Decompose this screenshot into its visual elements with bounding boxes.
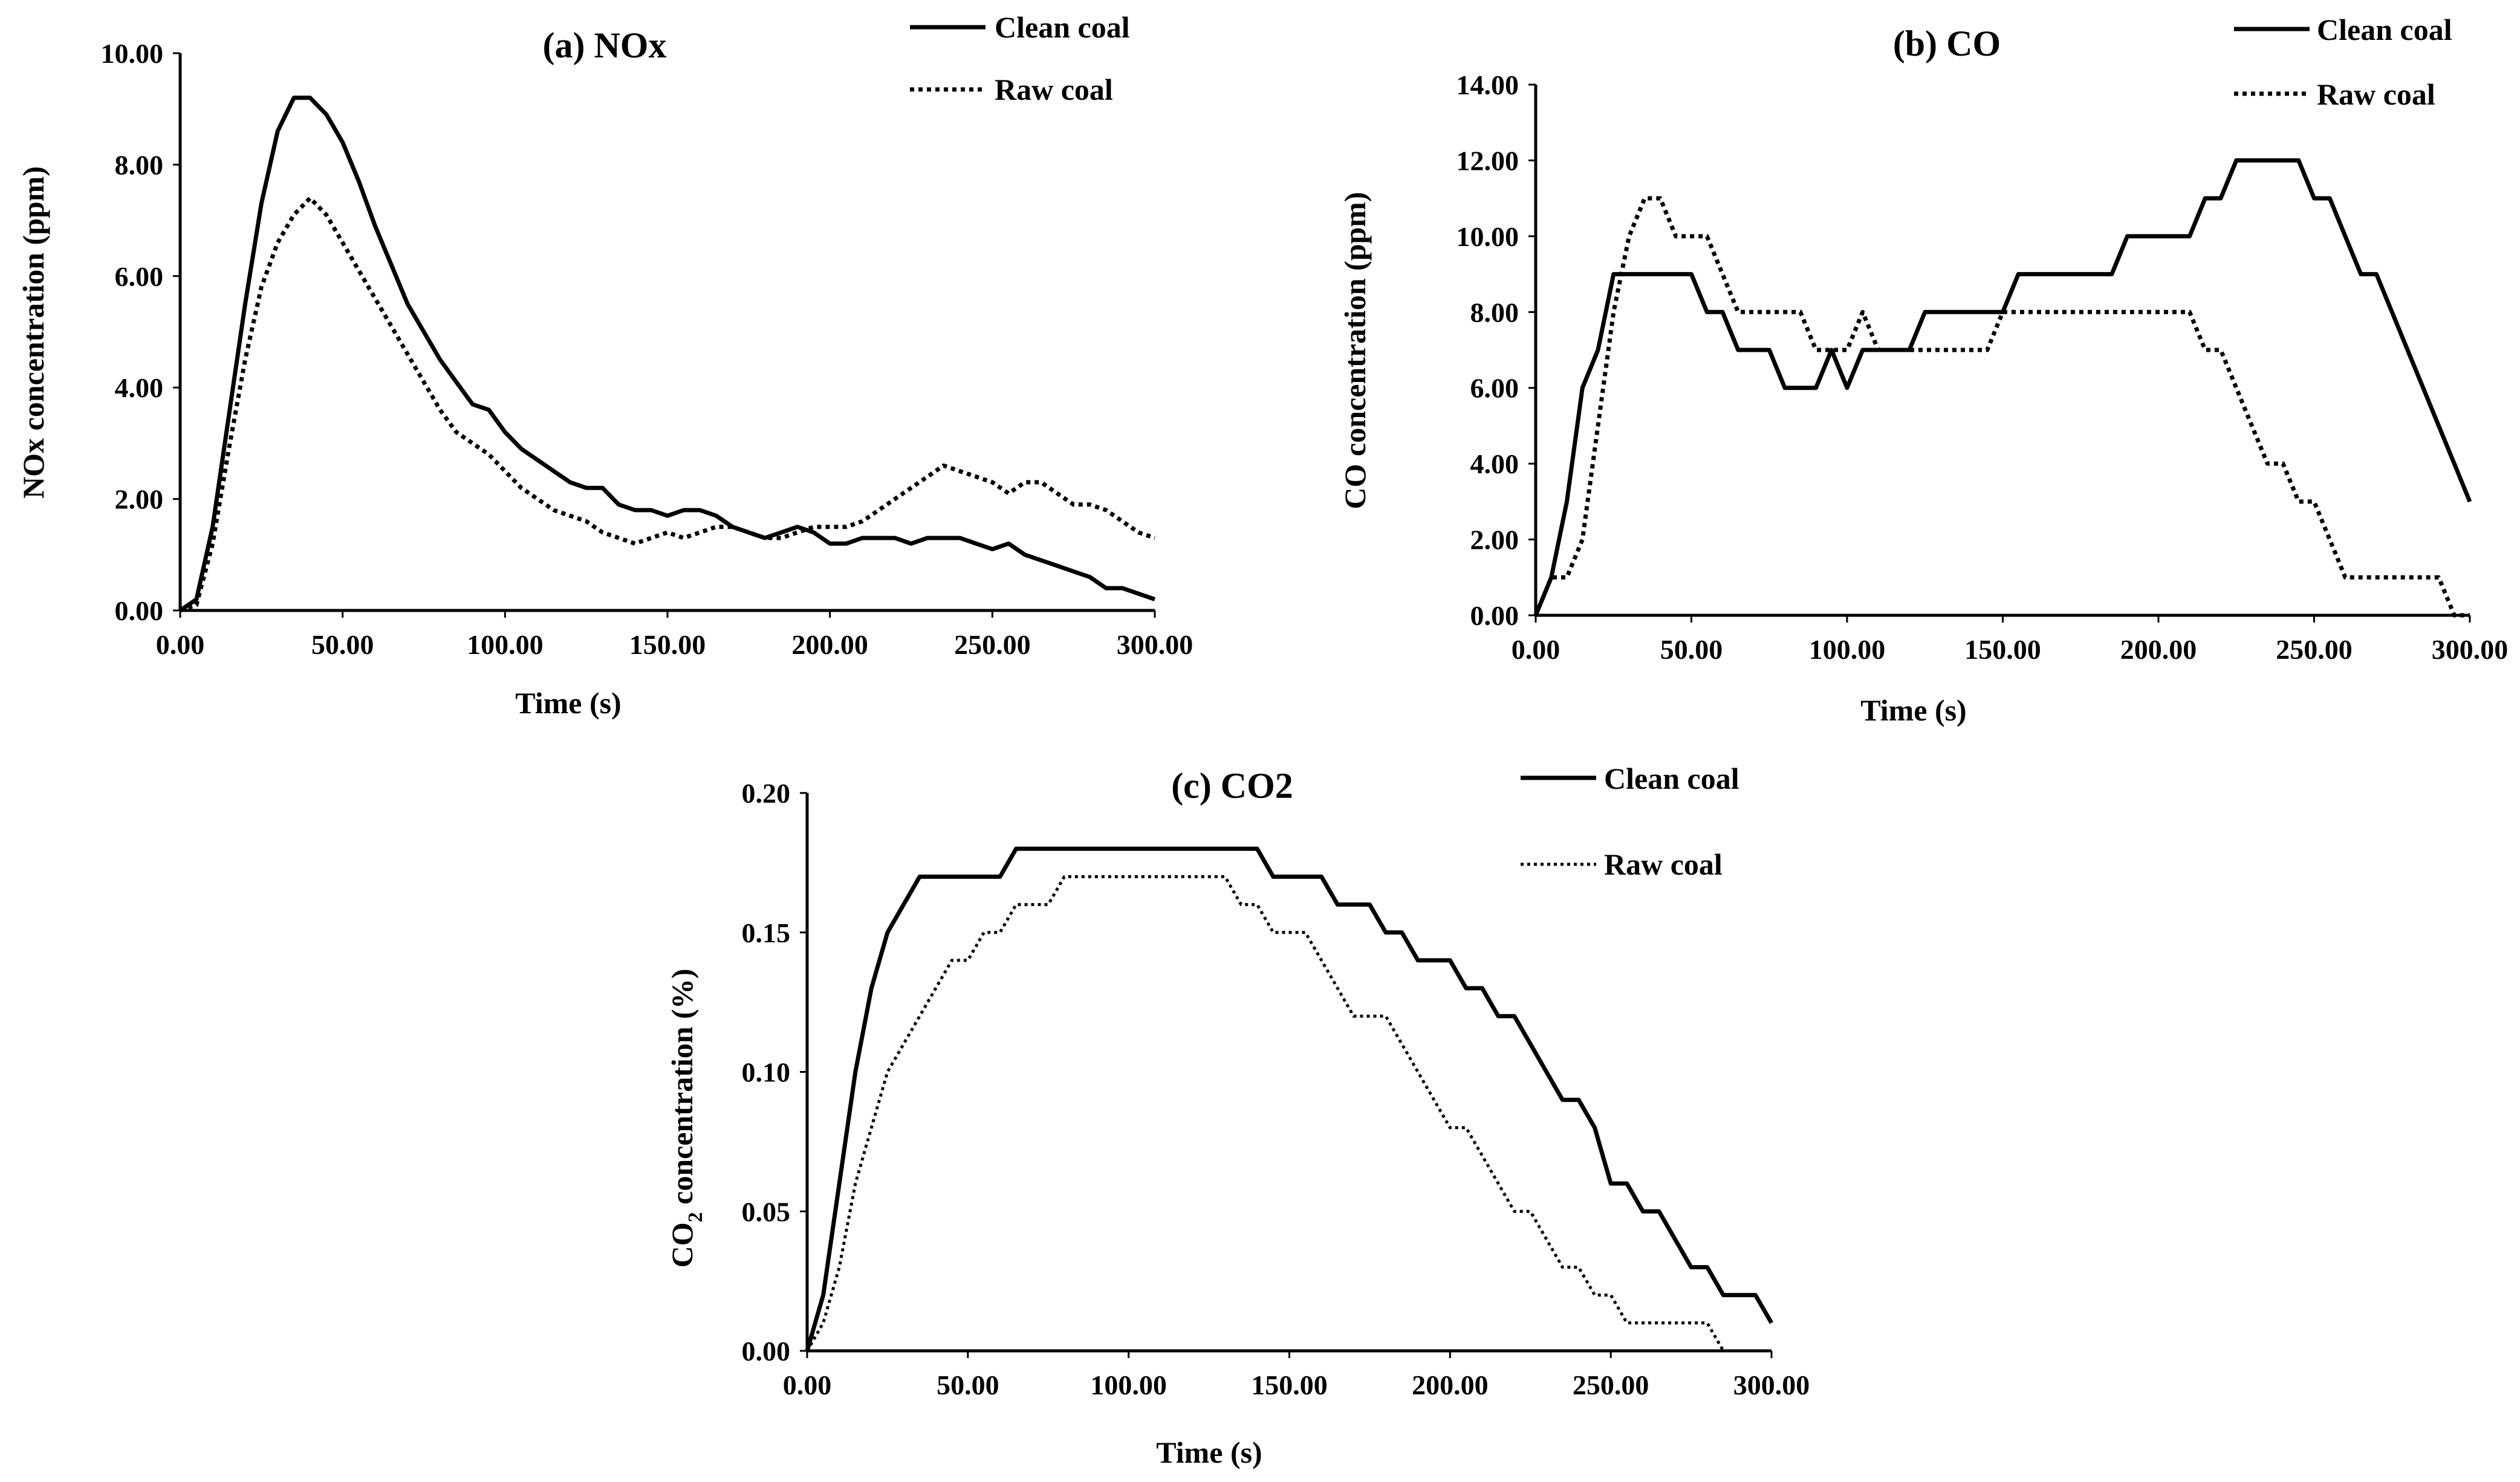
y-axis-title-subscript: 2 [684, 1212, 707, 1222]
x-axis-title: Time (s) [1860, 693, 1966, 727]
x-tick-label: 150.00 [629, 629, 706, 660]
series-line-clean-coal [179, 95, 1156, 612]
legend-label-clean: Clean coal [995, 10, 1130, 44]
x-tick-label: 300.00 [1733, 1370, 1810, 1400]
y-tick-label: 0.10 [742, 1057, 791, 1088]
series-group [179, 95, 1156, 613]
y-axis-title-text: NOx concentration (ppm) [16, 166, 50, 499]
series-line-raw-coal [1533, 196, 2470, 618]
x-axis-title: Time (s) [1156, 1435, 1262, 1469]
y-tick-label: 10.00 [101, 38, 164, 69]
y-tick-label: 14.00 [1456, 70, 1519, 100]
x-tick-label: 100.00 [1809, 634, 1886, 665]
x-tick-label: 50.00 [311, 629, 374, 660]
y-tick-label: 12.00 [1456, 145, 1519, 176]
y-tick-label: 0.20 [742, 778, 791, 809]
x-tick-label: 150.00 [1251, 1370, 1328, 1400]
series-line-raw-coal [805, 875, 1725, 1352]
chart-title: (c) CO2 [1171, 766, 1293, 806]
y-tick-label: 0.00 [1470, 600, 1519, 631]
x-axis-ticks: 0.00 50.00 100.00 150.00 200.00 250.00 300.00 [156, 610, 1193, 660]
x-tick-label: 300.00 [1117, 629, 1193, 660]
y-tick-label: 6.00 [1470, 373, 1519, 404]
y-axis-title-text: CO2 concentration (%) [665, 969, 707, 1268]
series-line-clean-coal [1533, 158, 2472, 616]
x-tick-label: 0.00 [1512, 634, 1560, 665]
y-tick-label: 10.00 [1456, 221, 1519, 252]
y-axis-ticks: 0.00 2.00 4.00 6.00 8.00 10.00 [101, 38, 180, 626]
chart-co2: (c) CO2 CO2 concentration (%) Time (s) C… [665, 762, 1810, 1469]
y-tick-label: 4.00 [1470, 448, 1519, 479]
y-tick-label: 8.00 [115, 149, 164, 180]
y-axis-ticks: 0.00 2.00 4.00 6.00 8.00 10.00 12.00 14.00 [1456, 70, 1536, 631]
x-tick-label: 250.00 [2276, 634, 2353, 665]
y-tick-label: 8.00 [1470, 297, 1519, 328]
y-tick-label: 2.00 [115, 484, 164, 515]
y-tick-label: 0.00 [742, 1336, 791, 1367]
x-tick-label: 50.00 [937, 1370, 999, 1400]
axes [805, 793, 1771, 1353]
series-group [1533, 158, 2472, 618]
x-axis-ticks: 0.00 50.00 100.00 150.00 200.00 250.00 300.00 [1512, 615, 2509, 665]
y-tick-label: 2.00 [1470, 525, 1519, 555]
axes [178, 53, 1155, 612]
x-tick-label: 300.00 [2432, 634, 2509, 665]
axes [1534, 85, 2470, 617]
legend-label-raw: Raw coal [1604, 847, 1723, 881]
y-axis-title-rest: concentration (%) [665, 969, 699, 1212]
y-axis-ticks: 0.00 0.05 0.10 0.15 0.20 [742, 778, 807, 1367]
series-group [805, 846, 1774, 1352]
y-tick-label: 0.05 [742, 1196, 791, 1227]
x-tick-label: 150.00 [1964, 634, 2041, 665]
legend-label-raw: Raw coal [2317, 77, 2435, 111]
chart-title: (b) CO [1893, 24, 2001, 63]
series-line-raw-coal [179, 196, 1156, 613]
legend-label-clean: Clean coal [2317, 13, 2452, 47]
x-tick-label: 200.00 [1412, 1370, 1489, 1400]
x-tick-label: 100.00 [1090, 1370, 1167, 1400]
y-tick-label: 6.00 [115, 261, 164, 292]
y-axis-title: CO concentration (ppm) [1338, 192, 1372, 510]
chart-title: (a) NOx [543, 25, 667, 65]
x-tick-label: 250.00 [1573, 1370, 1649, 1400]
y-tick-label: 0.15 [742, 917, 791, 948]
x-tick-label: 0.00 [156, 629, 205, 660]
legend: Clean coal Raw coal [2234, 13, 2452, 111]
y-axis-title-text: CO concentration (ppm) [1338, 192, 1372, 510]
legend-label-clean: Clean coal [1604, 762, 1739, 795]
x-tick-label: 200.00 [791, 629, 868, 660]
y-tick-label: 0.00 [115, 595, 164, 626]
legend: Clean coal Raw coal [1521, 762, 1739, 881]
y-axis-title-main: CO [665, 1222, 699, 1267]
x-tick-label: 200.00 [2120, 634, 2197, 665]
legend-label-raw: Raw coal [995, 73, 1113, 106]
x-tick-label: 50.00 [1660, 634, 1723, 665]
chart-nox: (a) NOx NOx concentration (ppm) Time (s)… [16, 10, 1193, 720]
y-tick-label: 4.00 [115, 372, 164, 403]
x-tick-label: 0.00 [783, 1370, 832, 1400]
x-tick-label: 100.00 [467, 629, 544, 660]
series-line-clean-coal [805, 846, 1774, 1351]
legend: Clean coal Raw coal [910, 10, 1130, 106]
x-tick-label: 250.00 [954, 629, 1031, 660]
x-axis-title: Time (s) [515, 686, 621, 720]
y-axis-title: CO2 concentration (%) [665, 969, 707, 1268]
chart-co: (b) CO CO concentration (ppm) Time (s) C… [1338, 13, 2508, 727]
y-axis-title: NOx concentration (ppm) [16, 166, 50, 499]
